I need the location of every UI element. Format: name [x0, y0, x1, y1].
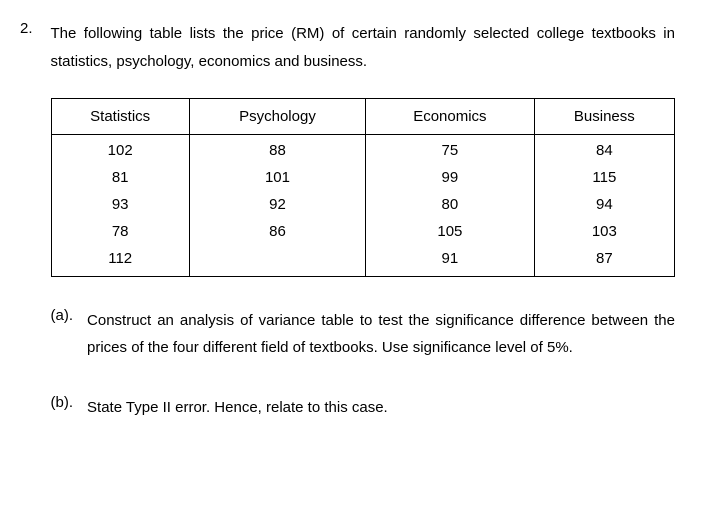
cell: 94 — [534, 191, 674, 218]
col-header-economics: Economics — [366, 98, 535, 134]
table-row: 112 91 87 — [51, 245, 674, 277]
table-row: 102 88 75 84 — [51, 134, 674, 164]
cell: 112 — [51, 245, 189, 277]
question-number: 2. — [20, 20, 33, 454]
cell: 87 — [534, 245, 674, 277]
col-header-business: Business — [534, 98, 674, 134]
subpart-a-text: Construct an analysis of variance table … — [87, 307, 675, 363]
table-row: 81 101 99 115 — [51, 164, 674, 191]
cell: 99 — [366, 164, 535, 191]
subpart-a: (a). Construct an analysis of variance t… — [51, 307, 675, 363]
cell: 115 — [534, 164, 674, 191]
table-row: 93 92 80 94 — [51, 191, 674, 218]
textbook-price-table: Statistics Psychology Economics Business… — [51, 98, 675, 277]
cell: 102 — [51, 134, 189, 164]
cell: 80 — [366, 191, 535, 218]
table-header-row: Statistics Psychology Economics Business — [51, 98, 674, 134]
subpart-b-text: State Type II error. Hence, relate to th… — [87, 394, 675, 422]
question-wrapper: 2. The following table lists the price (… — [20, 20, 675, 454]
cell: 101 — [189, 164, 365, 191]
cell: 92 — [189, 191, 365, 218]
cell: 93 — [51, 191, 189, 218]
subpart-b: (b). State Type II error. Hence, relate … — [51, 394, 675, 422]
subpart-a-label: (a). — [51, 307, 74, 363]
cell: 105 — [366, 218, 535, 245]
cell: 78 — [51, 218, 189, 245]
question-content: The following table lists the price (RM)… — [51, 20, 675, 454]
cell: 103 — [534, 218, 674, 245]
cell: 81 — [51, 164, 189, 191]
cell: 84 — [534, 134, 674, 164]
cell: 91 — [366, 245, 535, 277]
cell: 75 — [366, 134, 535, 164]
col-header-statistics: Statistics — [51, 98, 189, 134]
table-row: 78 86 105 103 — [51, 218, 674, 245]
cell: 86 — [189, 218, 365, 245]
col-header-psychology: Psychology — [189, 98, 365, 134]
cell: 88 — [189, 134, 365, 164]
cell — [189, 245, 365, 277]
subpart-b-label: (b). — [51, 394, 74, 422]
question-intro: The following table lists the price (RM)… — [51, 20, 675, 76]
